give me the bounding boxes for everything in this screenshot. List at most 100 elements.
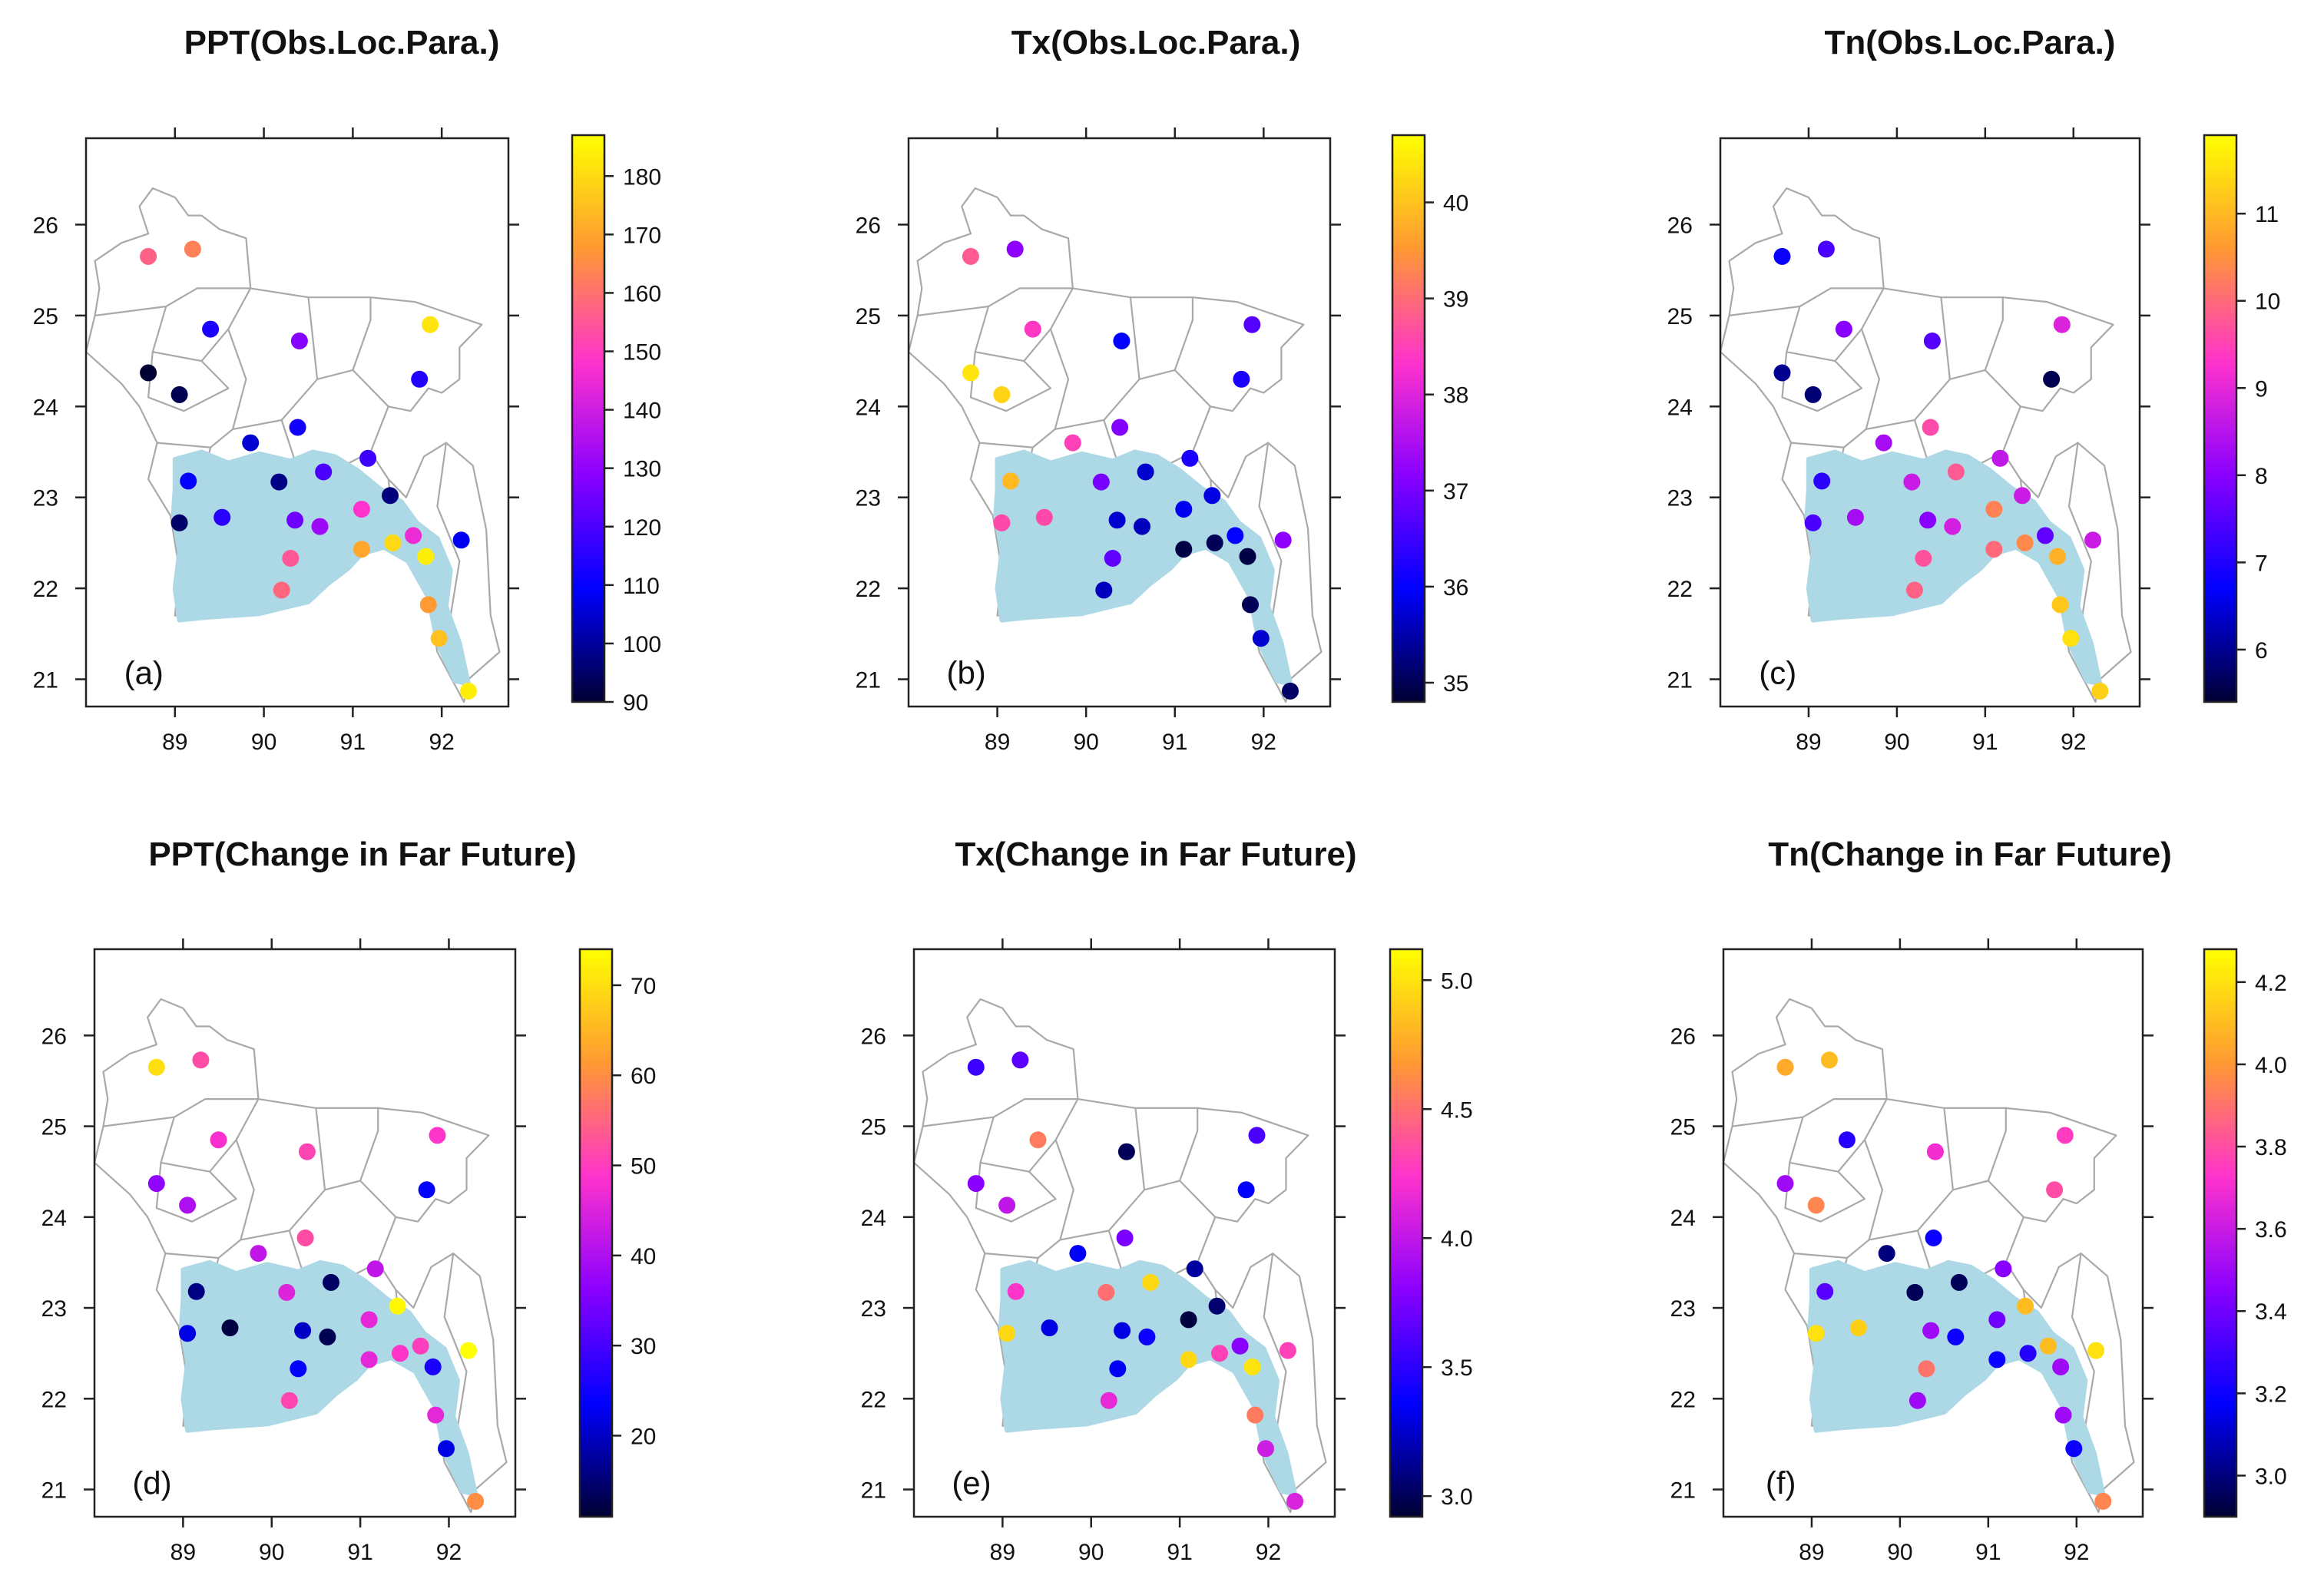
panel-title: Tn(Change in Far Future) — [1768, 836, 2172, 873]
river-delta-area — [1807, 1259, 2106, 1497]
station-point — [296, 1230, 314, 1246]
station-point — [962, 364, 979, 382]
station-point — [282, 550, 300, 567]
colorbar-tick-label: 10 — [2255, 290, 2280, 315]
station-point — [360, 1351, 378, 1369]
y-tick-label: 21 — [856, 667, 881, 693]
district-boundary — [975, 1162, 1057, 1223]
station-point — [353, 501, 370, 518]
colorbar-tick-label: 160 — [623, 281, 661, 306]
station-point — [1095, 581, 1113, 599]
y-tick-label: 25 — [861, 1115, 886, 1140]
station-point — [2046, 1181, 2064, 1199]
colorbar — [2203, 134, 2238, 703]
y-tick-label: 22 — [856, 577, 881, 602]
station-point — [250, 1245, 267, 1263]
station-point — [1773, 364, 1791, 382]
panel-d: PPT(Change in Far Future) 89 90 91 92 21 22 23 2… — [41, 836, 657, 1565]
panel-title: Tx(Obs.Loc.Para.) — [1011, 24, 1301, 61]
station-point — [1807, 1325, 1825, 1342]
plot-frame — [1719, 137, 2141, 708]
station-point — [422, 316, 439, 333]
plot-frame — [93, 948, 517, 1518]
station-point — [1909, 1392, 1926, 1409]
station-point — [412, 1337, 429, 1355]
station-point — [1906, 1283, 1924, 1301]
y-tick-label: 23 — [41, 1296, 67, 1322]
station-point — [170, 514, 188, 531]
x-tick-label: 90 — [1884, 730, 1909, 755]
x-tick-label: 89 — [162, 730, 187, 755]
station-point — [1114, 1322, 1131, 1339]
station-point — [187, 1282, 205, 1300]
district-boundary — [1793, 1239, 1870, 1259]
station-point — [1109, 1360, 1127, 1378]
station-point — [323, 1273, 339, 1291]
station-point — [1816, 1282, 1834, 1300]
x-tick-label: 92 — [1256, 1540, 1281, 1565]
colorbar — [571, 134, 606, 703]
station-point — [2051, 596, 2069, 614]
station-point — [192, 1051, 210, 1069]
y-tick-label: 26 — [1670, 1024, 1696, 1049]
station-point — [1985, 541, 2003, 558]
colorbar-tick-label: 130 — [623, 457, 661, 482]
x-tick-label: 89 — [1799, 1540, 1824, 1565]
district-boundary — [324, 1107, 379, 1191]
river-delta-area — [998, 1259, 1298, 1497]
colorbar-tick-label: 4.2 — [2255, 971, 2287, 996]
y-tick-label: 26 — [41, 1024, 67, 1049]
plot-frame — [84, 137, 510, 708]
station-point — [459, 1342, 477, 1359]
district-boundary — [1179, 1180, 1217, 1218]
station-point — [184, 240, 201, 258]
station-point — [1918, 1360, 1935, 1378]
station-point — [419, 596, 437, 614]
station-point — [993, 514, 1011, 531]
plot-frame — [912, 948, 1336, 1518]
district-boundary — [1139, 297, 1194, 380]
colorbar-tick-label: 4.5 — [1441, 1097, 1473, 1123]
station-point — [140, 364, 157, 382]
district-boundary — [1049, 297, 1140, 431]
colorbar-tick-label: 30 — [631, 1334, 656, 1359]
y-tick-label: 22 — [1670, 1387, 1696, 1412]
district-boundary — [155, 1162, 237, 1223]
station-point — [382, 487, 399, 505]
x-tick-label: 92 — [429, 730, 454, 755]
station-point — [1282, 682, 1299, 700]
station-point — [360, 1311, 378, 1329]
x-tick-label: 92 — [2064, 1540, 2089, 1565]
station-point — [993, 386, 1011, 403]
x-tick-label: 90 — [259, 1540, 284, 1565]
station-point — [1092, 473, 1110, 491]
colorbar-tick-label: 110 — [623, 574, 660, 599]
colorbar-tick-label: 3.0 — [2255, 1464, 2287, 1489]
station-point — [411, 370, 429, 388]
river-delta-area — [993, 449, 1293, 687]
station-point — [424, 1358, 442, 1375]
district-boundary — [1863, 1107, 1954, 1241]
district-boundary — [1729, 287, 1884, 316]
y-tick-label: 23 — [856, 486, 881, 511]
colorbar-tick-label: 50 — [631, 1154, 656, 1180]
station-point — [1903, 473, 1921, 491]
panel-title: Tn(Obs.Loc.Para.) — [1825, 24, 2116, 61]
station-point — [1231, 1337, 1249, 1355]
station-point — [1069, 1245, 1087, 1263]
station-point — [1925, 1230, 1942, 1246]
colorbar — [2203, 948, 2238, 1518]
station-point — [1985, 501, 2003, 518]
station-point — [1233, 370, 1250, 388]
y-tick-label: 21 — [1667, 667, 1693, 693]
station-point — [1846, 508, 1864, 526]
station-point — [1922, 1322, 1940, 1339]
station-point — [179, 1325, 197, 1342]
y-tick-label: 23 — [1667, 486, 1693, 511]
y-tick-label: 23 — [33, 486, 58, 511]
station-point — [2084, 531, 2102, 549]
station-point — [2062, 630, 2080, 647]
station-point — [1001, 472, 1019, 490]
colorbar-tick-label: 39 — [1443, 287, 1468, 313]
station-point — [1286, 1492, 1304, 1510]
